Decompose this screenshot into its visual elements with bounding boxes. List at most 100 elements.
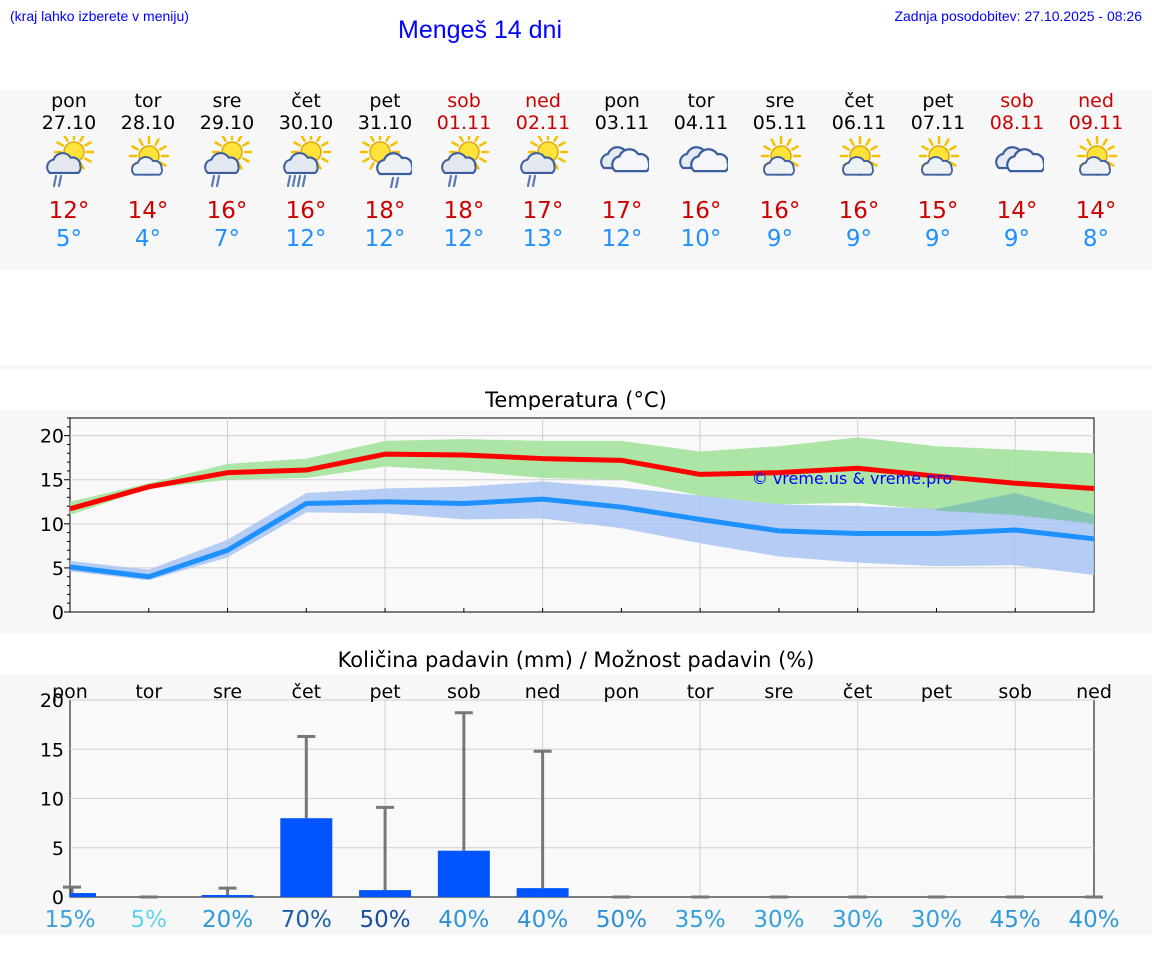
max-temperature: 16° (759, 198, 801, 224)
precipitation-bar (437, 850, 490, 897)
y-tick-label: 10 (40, 789, 64, 811)
temperature-chart: 0 5 10 15 20 © vreme.us & vreme.pro (40, 417, 1095, 624)
day-name: pon (604, 90, 640, 112)
category-label: pet (921, 681, 952, 703)
precipitation-probability: 40% (517, 907, 568, 933)
min-temperature: 13° (522, 226, 564, 252)
min-temperature: 12° (443, 226, 485, 252)
category-label: sre (764, 681, 793, 703)
sun-big-cloud-rain-icon (360, 136, 412, 188)
precipitation-probability: 30% (753, 907, 804, 933)
category-label: pon (604, 681, 640, 703)
y-tick-label: 15 (40, 739, 64, 761)
day-date: 31.10 (357, 112, 413, 134)
min-temperature: 5° (55, 226, 83, 252)
max-temperature: 17° (601, 198, 643, 224)
precipitation-probability: 5% (131, 907, 168, 933)
day-date: 03.11 (594, 112, 650, 134)
precipitation-probability: 35% (675, 907, 726, 933)
precipitation-probability: 50% (360, 907, 411, 933)
day-date: 07.11 (910, 112, 966, 134)
min-temperature: 9° (1003, 226, 1031, 252)
precipitation-probability: 40% (438, 907, 489, 933)
min-temperature: 12° (601, 226, 643, 252)
day-name: pet (922, 90, 954, 112)
day-name: tor (687, 90, 715, 112)
precipitation-probability: 45% (990, 907, 1041, 933)
sun-cloud-rain-icon (46, 136, 95, 188)
max-temperature: 14° (1075, 198, 1117, 224)
day-name: pon (51, 90, 87, 112)
y-tick-label: 0 (52, 887, 64, 909)
day-date: 01.11 (436, 112, 492, 134)
max-temperature: 14° (127, 198, 169, 224)
spacer-band (0, 365, 1152, 370)
sun-cloud-icon (839, 136, 881, 177)
day-date: 04.11 (673, 112, 729, 134)
day-date: 06.11 (831, 112, 887, 134)
forecast-strip: pon 27.10 12° 5° tor 28.10 14° 4° sre 29.10 16° 7° č… (0, 90, 1152, 270)
sun-cloud-icon (128, 136, 170, 177)
day-name: sre (765, 90, 795, 112)
day-date: 27.10 (41, 112, 97, 134)
min-temperature: 4° (134, 226, 162, 252)
category-label: pet (369, 681, 400, 703)
day-name: sre (212, 90, 242, 112)
min-temperature: 9° (845, 226, 873, 252)
category-label: čet (843, 681, 873, 703)
category-label: čet (292, 681, 322, 703)
sun-cloud-heavy-rain-icon (283, 136, 332, 188)
y-tick-label: 10 (40, 514, 64, 536)
temperature-chart-title: Temperatura (°C) (485, 388, 667, 412)
min-temperature: 9° (766, 226, 794, 252)
day-name: čet (844, 90, 874, 112)
max-temperature-line (69, 451, 1095, 512)
precipitation-chart-title: Količina padavin (mm) / Možnost padavin … (337, 648, 815, 672)
cloud-icon (995, 146, 1044, 173)
day-name: ned (1078, 90, 1114, 112)
category-label: ned (525, 681, 561, 703)
sun-cloud-icon (760, 136, 802, 177)
category-label: ned (1076, 681, 1112, 703)
max-temperature: 16° (680, 198, 722, 224)
min-temperature: 9° (924, 226, 952, 252)
overlap-band (936, 492, 1094, 524)
precipitation-bar (516, 888, 569, 897)
y-tick-label: 0 (52, 602, 64, 624)
category-label: tor (135, 681, 162, 703)
min-temperature: 8° (1082, 226, 1110, 252)
precipitation-probability: 30% (832, 907, 883, 933)
min-temperature: 10° (680, 226, 722, 252)
day-date: 02.11 (515, 112, 571, 134)
category-label: sre (213, 681, 242, 703)
max-temperature: 12° (48, 198, 90, 224)
max-temperature: 17° (522, 198, 564, 224)
sun-cloud-rain-icon (204, 136, 253, 188)
precipitation-probability: 40% (1068, 907, 1119, 933)
day-name: sob (1000, 90, 1034, 112)
precipitation-bar (201, 895, 254, 897)
day-name: pet (369, 90, 401, 112)
day-name: sob (447, 90, 481, 112)
precipitation-probability: 15% (44, 907, 95, 933)
category-label: tor (687, 681, 714, 703)
sun-cloud-rain-icon (520, 136, 569, 188)
day-date: 30.10 (278, 112, 334, 134)
cloud-icon (600, 146, 649, 173)
y-tick-label: 20 (40, 426, 64, 448)
day-date: 09.11 (1068, 112, 1124, 134)
min-temperature-line (69, 496, 1095, 580)
day-name: čet (291, 90, 321, 112)
location-hint: (kraj lahko izberete v meniju) (10, 8, 189, 24)
y-tick-label: 5 (52, 838, 64, 860)
precipitation-probability: 20% (202, 907, 253, 933)
min-temperature: 12° (364, 226, 406, 252)
day-name: tor (134, 90, 162, 112)
day-date: 28.10 (120, 112, 176, 134)
max-temperature: 16° (285, 198, 327, 224)
max-temperature: 14° (996, 198, 1038, 224)
precipitation-probability: 70% (281, 907, 332, 933)
watermark: © vreme.us & vreme.pro (752, 469, 953, 488)
sun-cloud-rain-icon (441, 136, 490, 188)
